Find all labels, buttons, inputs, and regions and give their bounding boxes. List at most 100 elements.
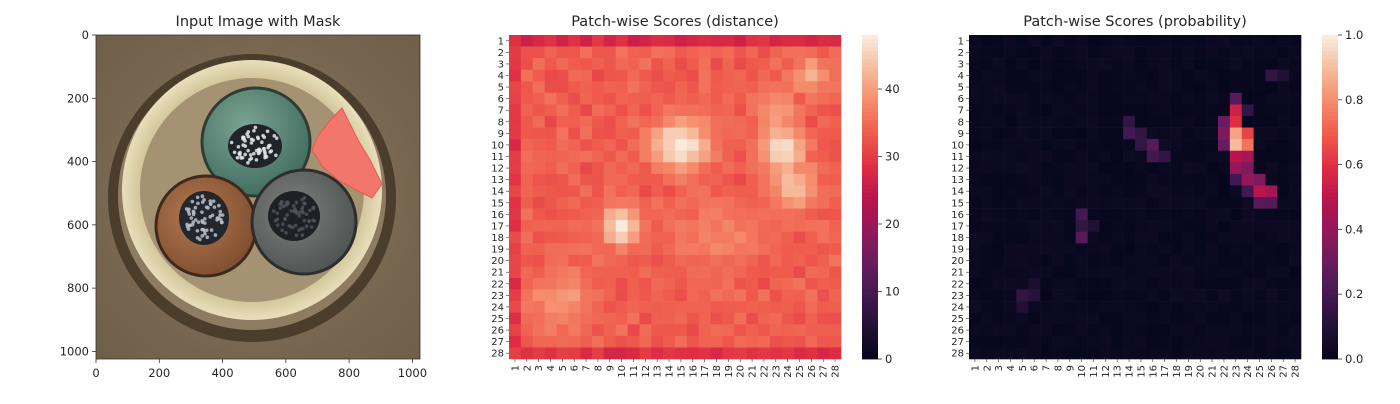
colorbar-segment: [862, 107, 878, 113]
heatmap-cell: [746, 301, 759, 314]
strand-dot: [235, 155, 240, 160]
heatmap-cell: [1265, 173, 1278, 186]
heatmap-cell: [698, 208, 711, 221]
strand-dot: [304, 212, 309, 216]
heatmap-cell: [1004, 324, 1017, 337]
heatmap-cell: [698, 335, 711, 348]
heatmap-cell: [1229, 69, 1243, 82]
colorbar-tick-label: 1.0: [1345, 28, 1363, 42]
heatmap-cell: [992, 116, 1005, 128]
heatmap-cell: [1052, 266, 1065, 279]
heatmap-cell: [1028, 173, 1041, 186]
strand-dot: [284, 200, 289, 205]
strand-dot: [275, 223, 280, 227]
heatmap-cell: [1206, 46, 1219, 59]
heatmap-cell: [520, 208, 534, 221]
heatmap-cell: [781, 69, 794, 82]
heatmap-cell: [1241, 127, 1254, 140]
heatmap-cell: [580, 46, 593, 59]
heatmap-cell: [592, 231, 605, 244]
strand-dot: [301, 210, 305, 215]
colorbar-segment: [1322, 188, 1338, 194]
colorbar-segment: [1322, 132, 1338, 137]
heatmap-cell: [1052, 69, 1065, 82]
heatmap-cell: [1040, 266, 1053, 279]
heatmap-cell: [722, 220, 735, 233]
heatmap-cell: [1135, 301, 1148, 314]
colorbar-tick-label: 0.0: [1345, 352, 1363, 366]
heatmap-cell: [1241, 220, 1254, 233]
heatmap-cell: [686, 301, 700, 314]
heatmap-cell: [969, 127, 982, 140]
heatmap-cell: [829, 69, 842, 82]
x-tick-label: 9: [605, 365, 616, 371]
heatmap-cell: [1253, 289, 1266, 302]
heatmap-cell: [698, 58, 711, 71]
heatmap-cell: [1253, 127, 1266, 140]
strand-dot: [248, 153, 253, 157]
heatmap-cell: [980, 278, 994, 290]
heatmap-cell: [1241, 197, 1254, 209]
heatmap-cell: [793, 185, 806, 198]
heatmap-cell: [781, 81, 794, 94]
heatmap-cell: [1135, 324, 1148, 337]
heatmap-cell: [639, 324, 652, 337]
heatmap-cell: [615, 92, 628, 105]
colorbar-segment: [1322, 168, 1338, 174]
heatmap-cell: [992, 335, 1005, 348]
heatmap-cell: [969, 92, 982, 105]
heatmap-cell: [698, 139, 711, 152]
heatmap-cell: [817, 185, 830, 198]
heatmap-cell: [980, 208, 994, 221]
heatmap-cell: [1253, 301, 1266, 314]
heatmap-cell: [817, 162, 830, 175]
heatmap-cell: [1170, 324, 1183, 337]
heatmap-cell: [639, 335, 652, 348]
heatmap-cell: [1158, 197, 1171, 209]
y-tick-label: 17: [491, 221, 504, 232]
heatmap-cell: [1265, 46, 1278, 59]
colorbar-segment: [862, 261, 878, 267]
y-tick-label: 20: [951, 256, 964, 267]
heatmap-cell: [1206, 220, 1219, 233]
heatmap-cell: [698, 324, 711, 337]
colorbar-segment: [1322, 229, 1338, 234]
heatmap-cell: [817, 312, 830, 325]
heatmap-cell: [1253, 35, 1266, 47]
heatmap-cell: [1016, 197, 1029, 209]
heatmap-cell: [1277, 104, 1290, 117]
heatmap-cell: [829, 208, 842, 221]
heatmap-cell: [580, 104, 593, 117]
heatmap-cell: [675, 150, 688, 163]
heatmap-cell: [1087, 35, 1100, 47]
colorbar-segment: [862, 318, 878, 323]
heatmap-cell: [758, 278, 771, 290]
heatmap-cell: [1004, 243, 1017, 256]
heatmap-cell: [1277, 81, 1290, 94]
heatmap-cell: [698, 231, 711, 244]
heatmap-cell: [1028, 289, 1041, 302]
heatmap-cell: [615, 347, 628, 360]
heatmap-cell: [746, 104, 759, 117]
heatmap-cell: [1123, 162, 1136, 175]
heatmap-cell: [1052, 289, 1065, 302]
heatmap-cell: [1052, 243, 1065, 256]
heatmap-cell: [769, 197, 783, 209]
heatmap-cell: [969, 35, 982, 47]
heatmap-cell: [1218, 127, 1231, 140]
colorbar-segment: [862, 330, 878, 336]
heatmap-cell: [769, 335, 783, 348]
heatmap-cell: [1099, 104, 1112, 117]
heatmap-cell: [992, 81, 1005, 94]
strand-dot: [190, 199, 195, 204]
heatmap-cell: [1123, 150, 1136, 163]
colorbar-segment: [862, 136, 878, 141]
heatmap-cell: [675, 278, 688, 290]
heatmap-cell: [568, 185, 581, 198]
heatmap-cell: [734, 208, 747, 221]
mask-region: [311, 107, 383, 199]
heatmap-cell: [1289, 35, 1302, 47]
heatmap-cell: [1063, 58, 1077, 71]
heatmap-cell: [639, 127, 652, 140]
